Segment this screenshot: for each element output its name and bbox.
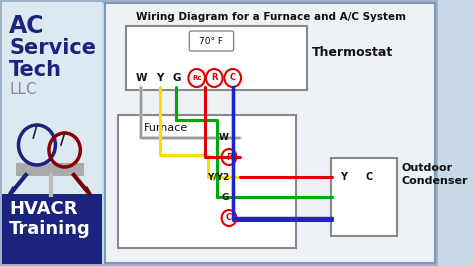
- Text: Wiring Diagram for a Furnace and A/C System: Wiring Diagram for a Furnace and A/C Sys…: [136, 12, 406, 22]
- FancyBboxPatch shape: [16, 163, 84, 176]
- FancyBboxPatch shape: [2, 2, 101, 264]
- FancyBboxPatch shape: [126, 26, 307, 90]
- Text: Condenser: Condenser: [401, 176, 468, 186]
- Text: G: G: [222, 193, 229, 202]
- Text: Y: Y: [156, 73, 164, 83]
- Text: LLC: LLC: [9, 82, 37, 97]
- Text: Furnace: Furnace: [144, 123, 188, 133]
- FancyBboxPatch shape: [105, 3, 435, 263]
- Text: Y: Y: [340, 172, 347, 182]
- FancyBboxPatch shape: [330, 158, 397, 236]
- FancyBboxPatch shape: [189, 31, 234, 51]
- Text: C: C: [226, 214, 232, 222]
- Text: 70° F: 70° F: [200, 36, 223, 45]
- Text: Outdoor: Outdoor: [401, 163, 453, 173]
- Text: HVACR: HVACR: [9, 200, 78, 218]
- Text: AC: AC: [9, 14, 45, 38]
- Text: Y/Y2: Y/Y2: [207, 172, 229, 181]
- Text: R: R: [226, 152, 232, 161]
- Text: Thermostat: Thermostat: [312, 45, 393, 59]
- FancyBboxPatch shape: [2, 194, 101, 264]
- FancyBboxPatch shape: [1, 1, 437, 265]
- Text: W: W: [136, 73, 147, 83]
- Text: C: C: [366, 172, 373, 182]
- Text: Training: Training: [9, 220, 91, 238]
- Text: Rc: Rc: [192, 75, 201, 81]
- Text: Tech: Tech: [9, 60, 62, 80]
- Text: W: W: [219, 134, 229, 143]
- Text: R: R: [211, 73, 218, 82]
- Text: G: G: [172, 73, 181, 83]
- Text: Service: Service: [9, 38, 96, 58]
- Text: C: C: [229, 73, 236, 82]
- FancyBboxPatch shape: [118, 115, 295, 248]
